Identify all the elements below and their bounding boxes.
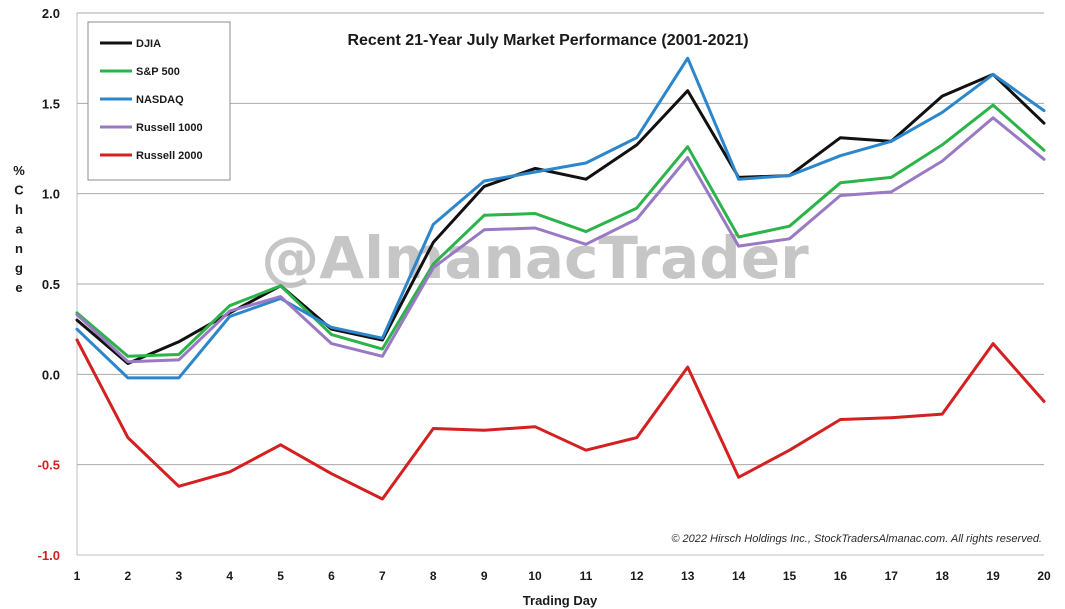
x-tick-label: 17	[885, 569, 899, 583]
chart-title: Recent 21-Year July Market Performance (…	[347, 32, 748, 49]
y-tick-label: 1.5	[42, 96, 60, 111]
y-tick-labels: -1.0 -0.5 0.0 0.5 1.0 1.5 2.0	[38, 6, 60, 563]
x-tick-label: 6	[328, 569, 335, 583]
x-tick-label: 11	[580, 569, 593, 583]
x-tick-label: 19	[986, 569, 1000, 583]
y-tick-label: -1.0	[38, 548, 60, 563]
y-tick-label: 0.0	[42, 367, 60, 382]
legend: DJIA S&P 500 NASDAQ Russell 1000 Russell 200…	[87, 21, 231, 181]
x-tick-label: 5	[277, 569, 284, 583]
legend-label: NASDAQ	[136, 94, 184, 106]
x-tick-label: 4	[226, 569, 233, 583]
series-line-s-p-500	[75, 103, 1046, 358]
x-tick-label: 20	[1037, 569, 1051, 583]
x-tick-label: 3	[175, 569, 182, 583]
series-line-russell-2000	[75, 338, 1046, 501]
y-tick-label: 1.0	[42, 187, 60, 202]
y-tick-label: -0.5	[38, 458, 60, 473]
series-line-russell-1000	[75, 116, 1046, 364]
title-background	[258, 23, 808, 53]
x-tick-label: 9	[481, 569, 488, 583]
y-tick-label: 2.0	[42, 6, 60, 21]
x-tick-label: 1	[74, 569, 81, 583]
legend-label: Russell 2000	[136, 150, 203, 162]
watermark: @AlmanacTrader	[261, 224, 809, 292]
legend-label: S&P 500	[136, 66, 180, 78]
x-tick-label: 15	[783, 569, 797, 583]
x-tick-label: 14	[732, 569, 746, 583]
copyright-notice: © 2022 Hirsch Holdings Inc., StockTrader…	[671, 533, 1042, 545]
x-tick-label: 12	[630, 569, 644, 583]
legend-label: Russell 1000	[136, 122, 203, 134]
series-lines	[75, 56, 1046, 501]
legend-label: DJIA	[136, 38, 161, 50]
y-tick-label: 0.5	[42, 277, 60, 292]
x-tick-label: 7	[379, 569, 386, 583]
x-tick-label: 2	[125, 569, 132, 583]
gridlines	[77, 12, 1044, 466]
x-tick-label: 16	[834, 569, 848, 583]
x-tick-labels: 1 2 3 4 5 6 7 8 9 10 11 12 13 14 15 16 17 18 19 20	[74, 569, 1051, 583]
x-tick-label: 18	[936, 569, 950, 583]
x-tick-label: 8	[430, 569, 437, 583]
x-tick-label: 13	[681, 569, 695, 583]
x-axis-title: Trading Day	[523, 593, 598, 608]
series-line-nasdaq	[75, 56, 1046, 380]
x-tick-label: 10	[528, 569, 542, 583]
